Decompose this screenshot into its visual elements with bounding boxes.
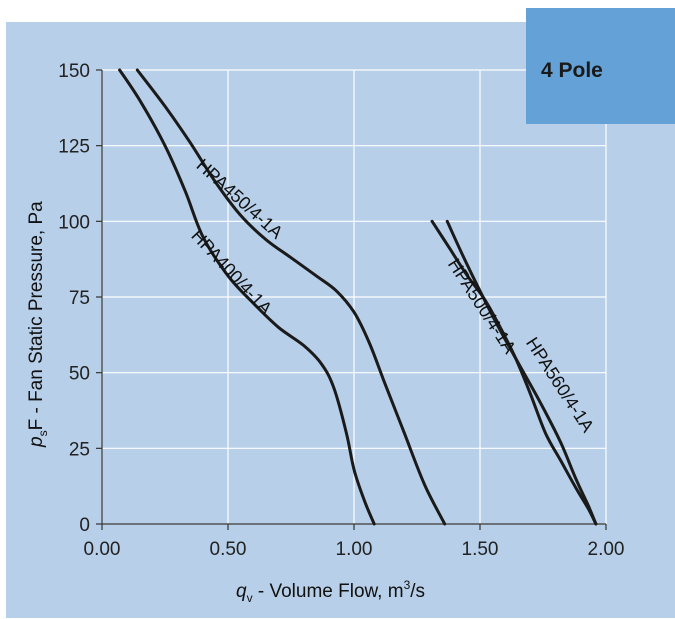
x-axis-symbol: q <box>236 581 247 602</box>
x-axis-superscript: 3 <box>404 578 411 592</box>
x-tick-label-2: 1.00 <box>336 539 373 560</box>
curve-hpa500-4-1a <box>430 219 598 526</box>
grid-lines <box>101 69 607 525</box>
y-tick-label-2: 50 <box>69 364 90 385</box>
curve-hpa450-4-1a <box>135 68 447 526</box>
x-axis-text: - Volume Flow, m <box>253 581 404 602</box>
x-tick-labels: 0.00 0.50 1.00 1.50 2.00 <box>84 539 625 560</box>
curve-hpa560-4-1a <box>445 219 598 526</box>
y-tick-labels: 0 25 50 75 100 125 150 <box>58 61 90 536</box>
x-tick-label-0: 0.00 <box>84 539 121 560</box>
y-axis-symbol: p <box>26 436 47 448</box>
y-axis-subscript: s <box>36 430 50 436</box>
x-axis-title: qv - Volume Flow, m3/s <box>236 578 425 605</box>
x-tick-label-1: 0.50 <box>210 539 247 560</box>
y-tick-label-1: 25 <box>69 439 90 460</box>
y-tick-label-3: 75 <box>69 288 90 309</box>
curve-hpa400-4-1a <box>118 68 376 526</box>
pole-badge <box>526 8 675 124</box>
x-tick-label-4: 2.00 <box>588 539 625 560</box>
y-tick-label-4: 100 <box>58 212 90 233</box>
y-tick-label-0: 0 <box>79 515 90 536</box>
x-tick-label-3: 1.50 <box>462 539 499 560</box>
y-tick-label-6: 150 <box>58 61 90 82</box>
y-axis-title: psF - Fan Static Pressure, Pa <box>26 201 50 448</box>
x-axis-subscript: v <box>247 591 253 605</box>
x-axis-suffix: /s <box>410 581 425 602</box>
y-tick-label-5: 125 <box>58 137 90 158</box>
series-curves <box>118 68 598 526</box>
axes <box>96 69 607 530</box>
y-axis-text: F - Fan Static Pressure, Pa <box>26 201 47 431</box>
pole-badge-label: 4 Pole <box>541 59 603 82</box>
